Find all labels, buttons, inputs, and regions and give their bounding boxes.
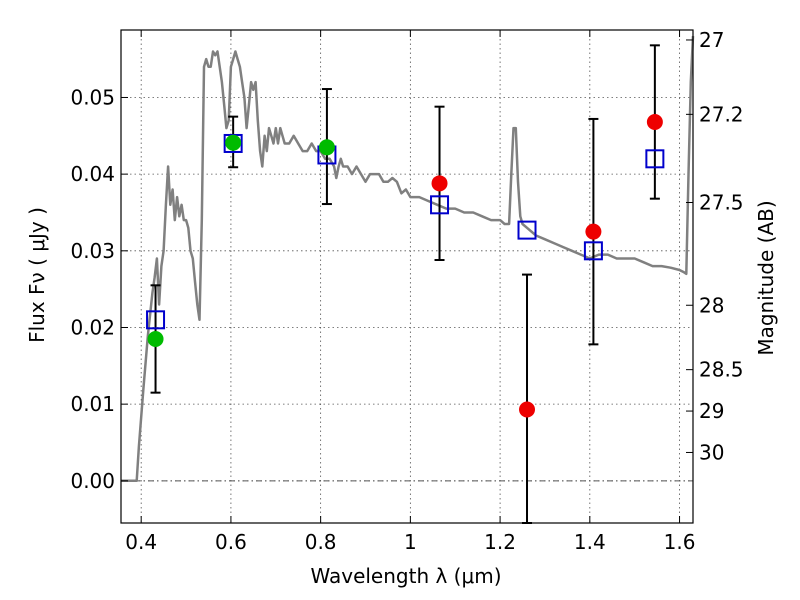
- flux-point: [646, 114, 663, 131]
- model-photometry-square: [517, 220, 537, 240]
- flux-point: [225, 134, 242, 151]
- plot-frame: [120, 29, 694, 524]
- model-photometry-square: [645, 149, 665, 169]
- x-tick-label: 1.2: [484, 530, 516, 554]
- model-photometry-square: [146, 310, 166, 330]
- y-axis-label: Flux Fν ( μJy ): [25, 207, 49, 343]
- x-tick-label: 1.4: [574, 530, 606, 554]
- observed-flux-points: [147, 114, 663, 418]
- model-spectrum-line: [121, 36, 695, 483]
- magnitude-tick-label: 30: [699, 440, 724, 464]
- magnitude-tick-label: 28.5: [699, 358, 744, 382]
- y-tick-label: 0.02: [70, 315, 115, 339]
- x-tick-label: 1.6: [664, 530, 696, 554]
- flux-point: [431, 175, 448, 192]
- y-tick-label: 0.01: [70, 392, 115, 416]
- magnitude-tick-label: 28: [699, 293, 724, 317]
- x-tick-label: 1: [404, 530, 417, 554]
- x-axis-ticks: 0.4 0.6 0.8 1 1.2 1.4 1.6: [125, 30, 695, 554]
- magnitude-tick-label: 29: [699, 399, 724, 423]
- model-photometry-squares: [146, 133, 665, 330]
- flux-point: [519, 401, 536, 418]
- model-photometry-square: [430, 195, 450, 215]
- magnitude-tick-label: 27.5: [699, 191, 744, 215]
- magnitude-tick-label: 27.2: [699, 102, 744, 126]
- x-axis-label: Wavelength λ (μm): [310, 564, 501, 588]
- flux-point: [585, 223, 602, 240]
- flux-point: [318, 139, 335, 156]
- y-tick-label: 0.03: [70, 239, 115, 263]
- magnitude-axis-label: Magnitude (AB): [754, 200, 778, 355]
- model-photometry-square: [583, 241, 603, 261]
- x-tick-label: 0.6: [215, 530, 247, 554]
- y-tick-label: 0.05: [70, 85, 115, 109]
- y-axis-ticks: 0.00 0.01 0.02 0.03 0.04 0.05: [70, 85, 128, 493]
- magnitude-tick-label: 27: [699, 28, 724, 52]
- grid-lines: [121, 30, 693, 523]
- magnitude-axis-ticks: 27 27.2 27.5 28 28.5 29 30: [686, 28, 744, 464]
- x-tick-label: 0.8: [305, 530, 337, 554]
- y-tick-label: 0.00: [70, 469, 115, 493]
- flux-point: [147, 330, 164, 347]
- y-tick-label: 0.04: [70, 162, 115, 186]
- x-tick-label: 0.4: [125, 530, 157, 554]
